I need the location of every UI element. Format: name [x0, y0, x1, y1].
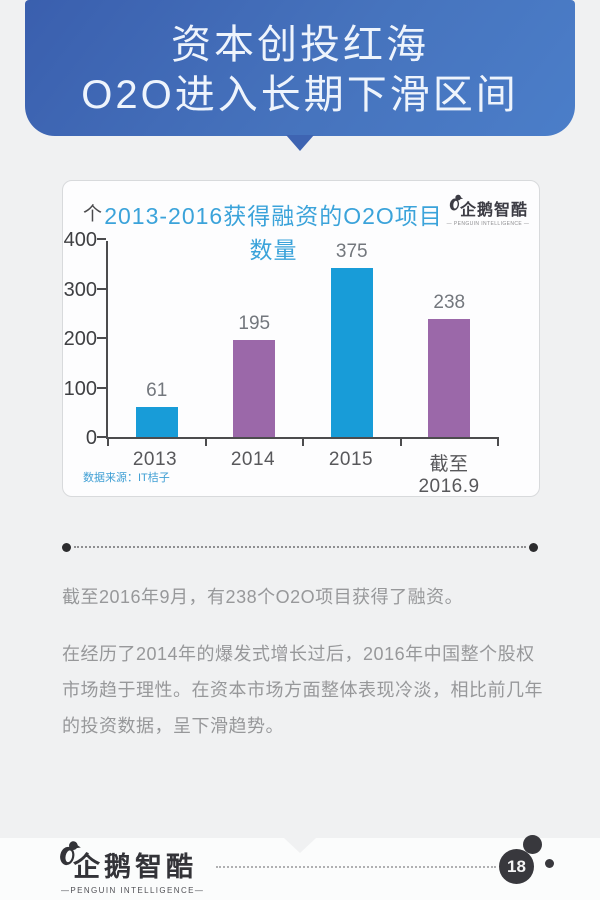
bar-2015	[330, 268, 373, 437]
page-footer: 企鹅智酷 —PENGUIN INTELLIGENCE— 18	[0, 835, 600, 900]
x-axis-labels: 2013 2014 2015 截至2016.9	[106, 449, 498, 498]
bar-value-label: 375	[335, 241, 368, 262]
x-axis-tick	[497, 437, 499, 446]
penguin-icon	[60, 841, 81, 866]
y-axis: 0 100 200 300 400	[63, 229, 97, 449]
chart-title: 2013-2016获得融资的O2O项目数量	[104, 203, 443, 263]
y-axis-tick	[97, 287, 106, 290]
header-banner: 资本创投红海 O2O进入长期下滑区间	[25, 0, 575, 136]
y-axis-label: 100	[63, 377, 97, 400]
y-axis-tick	[97, 337, 106, 339]
y-axis-unit-label: 个	[83, 204, 103, 225]
brand-name: 企鹅智酷	[459, 202, 528, 219]
penguin-icon	[449, 194, 464, 211]
y-axis-label: 300	[63, 278, 97, 301]
page-title-line2: O2O进入长期下滑区间	[81, 73, 519, 117]
y-axis-label: 200	[63, 328, 97, 350]
footer-dotted-line	[216, 866, 496, 868]
x-axis-tick	[302, 437, 304, 446]
x-axis-label: 2013	[132, 449, 178, 470]
bar-slot: 375	[303, 241, 401, 437]
bar-2013	[135, 406, 178, 437]
bar-slot: 238	[401, 241, 499, 437]
x-axis-label: 2014	[230, 449, 276, 470]
footer-brand-logo: 企鹅智酷 —PENGUIN INTELLIGENCE—	[58, 841, 205, 895]
divider-dotted-line	[74, 546, 526, 548]
x-axis-tick	[204, 437, 207, 446]
bar-slot: 61	[108, 241, 206, 437]
brand-subtitle: — PENGUIN INTELLIGENCE —	[446, 221, 530, 227]
footer-brand-name: 企鹅智酷	[73, 852, 197, 882]
bar-2014	[233, 340, 276, 437]
divider-dot-right	[529, 543, 538, 552]
x-axis-tick	[399, 437, 402, 446]
chart-card: 个 2013-2016获得融资的O2O项目数量 企鹅智酷 — PENGUIN I…	[62, 180, 540, 497]
page-number-badge: 18	[499, 835, 554, 884]
badge-bubble-medium	[523, 835, 542, 854]
x-axis-tick	[107, 437, 109, 446]
page-title-line1: 资本创投红海	[171, 23, 429, 67]
section-divider	[62, 543, 538, 552]
divider-dot-left	[62, 543, 71, 552]
source-note: 数据来源：IT桔子	[83, 472, 170, 484]
y-axis-tick	[97, 238, 106, 240]
x-axis-label: 2015	[328, 449, 374, 470]
paragraph-analysis: 在经历了2014年的爆发式增长过后，2016年中国整个股权市场趋于理性。在资本市…	[62, 644, 543, 736]
bar-截至2016.9	[428, 319, 471, 437]
footer-brand-subtitle: —PENGUIN INTELLIGENCE—	[61, 886, 205, 895]
bar-value-label: 238	[433, 292, 466, 314]
y-axis-tick	[97, 436, 106, 438]
bar-value-label: 61	[146, 379, 168, 401]
paragraph-summary: 截至2016年9月，有238个O2O项目获得了融资。	[62, 587, 464, 607]
plot-area: 61 195 375 238	[97, 238, 499, 446]
y-axis-label: 0	[85, 427, 97, 449]
y-axis-tick	[97, 386, 106, 389]
badge-bubble-small	[545, 859, 554, 868]
brand-logo-small: 企鹅智酷 — PENGUIN INTELLIGENCE —	[445, 194, 531, 227]
bar-slot: 195	[206, 241, 304, 437]
footer-notch-triangle	[284, 838, 316, 853]
banner-pointer-triangle	[286, 135, 314, 151]
page-number: 18	[499, 849, 534, 884]
x-axis-label: 截至2016.9	[418, 454, 480, 497]
chart-header: 个 2013-2016获得融资的O2O项目数量 企鹅智酷 — PENGUIN I…	[63, 181, 539, 265]
bar-value-label: 195	[238, 313, 271, 335]
y-axis-label: 400	[63, 229, 97, 251]
